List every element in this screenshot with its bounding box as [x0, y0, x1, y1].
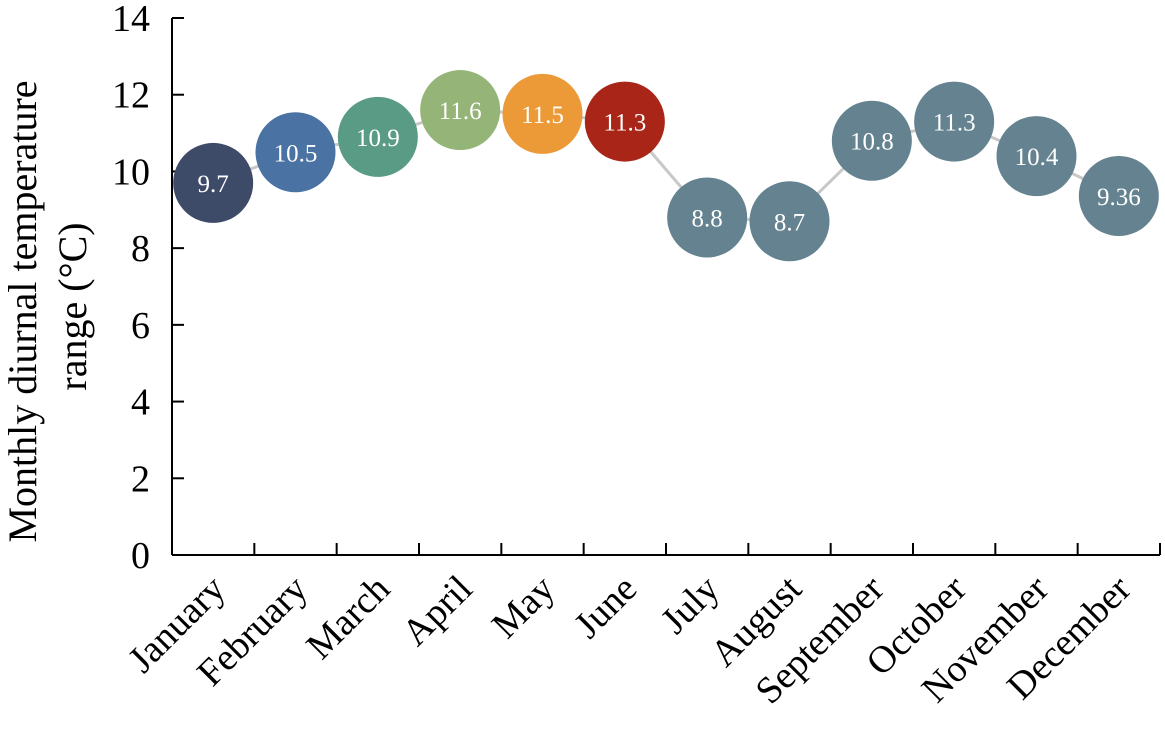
y-axis-title: Monthly diurnal temperature range (°C) [0, 70, 95, 542]
y-tick-label: 10 [112, 151, 150, 193]
y-tick-label: 14 [112, 0, 150, 40]
data-point [914, 81, 995, 162]
x-tick-label: March [298, 568, 398, 668]
data-label: 8.7 [774, 209, 805, 236]
data-label: 9.7 [198, 171, 229, 198]
y-tick-label: 8 [131, 228, 150, 270]
data-point [420, 70, 501, 151]
data-point [1078, 155, 1159, 236]
y-tick-label: 0 [131, 535, 150, 577]
data-point [667, 177, 748, 258]
data-point [173, 142, 254, 223]
data-label: 11.5 [521, 102, 564, 129]
data-point [831, 100, 912, 181]
data-label: 10.8 [850, 129, 894, 156]
series: 9.7 10.5 10.9 11.6 11.5 11.3 8.8 8.7 10.8 11.3 10.… [173, 70, 1159, 262]
data-point [337, 96, 418, 177]
data-point [584, 81, 665, 162]
data-label: 11.6 [439, 98, 482, 125]
data-point [502, 73, 583, 154]
data-point [749, 181, 830, 262]
data-points: 9.7 10.5 10.9 11.6 11.5 11.3 8.8 8.7 10.8 11.3 10.… [173, 70, 1159, 262]
y-axis-title-line-2: range (°C) [50, 222, 95, 390]
data-label: 11.3 [603, 110, 646, 137]
y-tick-label: 6 [131, 305, 150, 347]
data-label: 8.8 [692, 205, 723, 232]
y-ticks: 0 2 4 6 8 10 12 14 [112, 0, 184, 577]
x-tick-label: May [484, 568, 563, 647]
x-tick-label: June [566, 568, 645, 647]
data-label: 10.5 [274, 140, 318, 167]
data-point [996, 116, 1077, 197]
data-label: 10.4 [1015, 144, 1059, 171]
x-tick-label: April [394, 568, 480, 654]
data-label: 11.3 [933, 110, 976, 137]
axes [171, 18, 1160, 556]
y-tick-label: 2 [131, 458, 150, 500]
data-label: 9.36 [1097, 184, 1141, 211]
data-point [255, 112, 336, 193]
data-label: 10.9 [356, 125, 400, 152]
y-tick-label: 12 [112, 75, 150, 117]
y-axis-title-line-1: Monthly diurnal temperature [0, 80, 45, 542]
y-tick-label: 4 [131, 382, 150, 424]
